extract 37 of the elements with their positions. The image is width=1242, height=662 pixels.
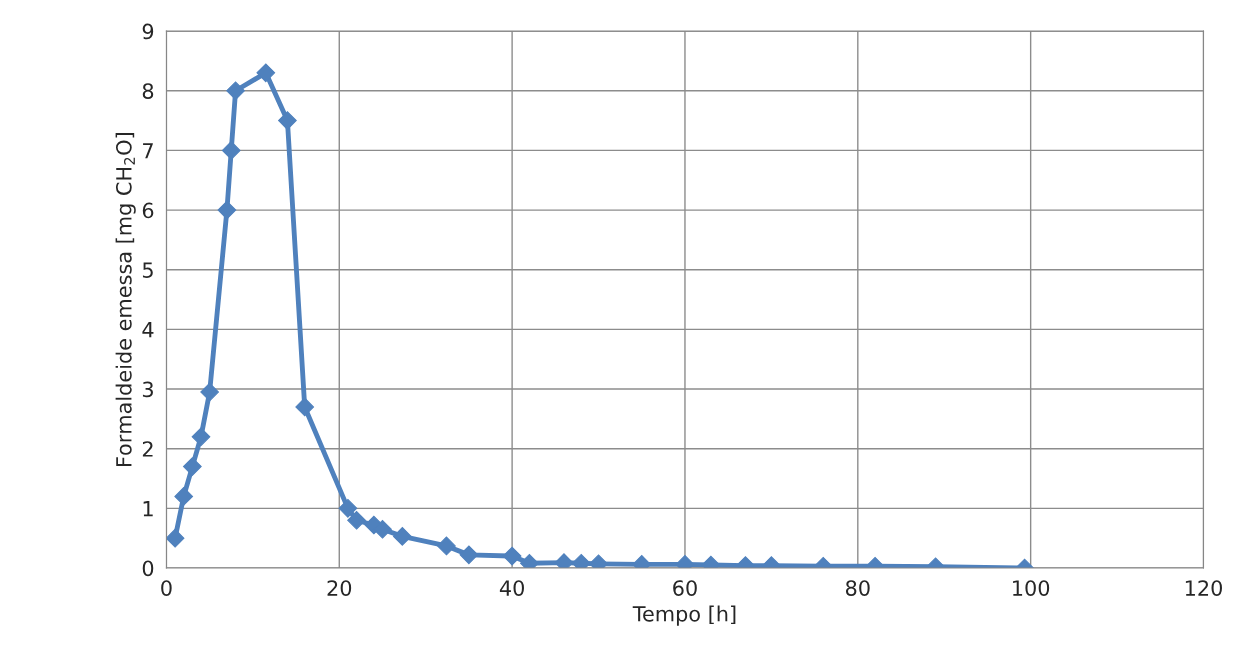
x-tick-label: 60 xyxy=(673,580,697,596)
x-tick-label: 120 xyxy=(1185,580,1222,596)
y-tick-label: 8 xyxy=(142,83,154,99)
point xyxy=(437,536,456,556)
point xyxy=(502,546,522,566)
point xyxy=(373,519,392,539)
point xyxy=(459,545,479,565)
y-tick-label: 3 xyxy=(142,381,153,398)
point xyxy=(338,498,358,518)
y-tick-label: 9 xyxy=(142,23,154,40)
point xyxy=(191,427,211,447)
y-tick-label: 7 xyxy=(143,143,153,159)
x-axis-title: Tempo [h] xyxy=(632,605,736,626)
point xyxy=(393,527,412,546)
y-tick-label: 2 xyxy=(142,441,153,457)
point xyxy=(166,528,185,548)
y-tick-label: 6 xyxy=(142,202,154,219)
y-tick-label: 5 xyxy=(142,262,153,278)
point xyxy=(221,141,241,160)
point xyxy=(174,487,194,506)
x-tick-label: 20 xyxy=(327,580,352,596)
point xyxy=(226,81,245,101)
x-tick-label: 0 xyxy=(161,580,172,596)
y-axis-title: Formaldeide emessa [mg CH$_{2}$O] xyxy=(115,133,136,466)
point xyxy=(278,111,297,130)
point xyxy=(200,382,219,402)
point xyxy=(295,397,315,417)
x-tick-label: 100 xyxy=(1013,580,1050,596)
y-tick-label: 1 xyxy=(143,501,153,517)
point xyxy=(256,63,276,83)
y-tick-label: 0 xyxy=(142,560,154,577)
point xyxy=(183,457,202,476)
x-tick-label: 80 xyxy=(845,580,870,596)
point xyxy=(217,200,237,220)
x-tick-label: 40 xyxy=(499,580,524,596)
y-tick-label: 4 xyxy=(142,322,154,338)
point xyxy=(347,510,366,530)
